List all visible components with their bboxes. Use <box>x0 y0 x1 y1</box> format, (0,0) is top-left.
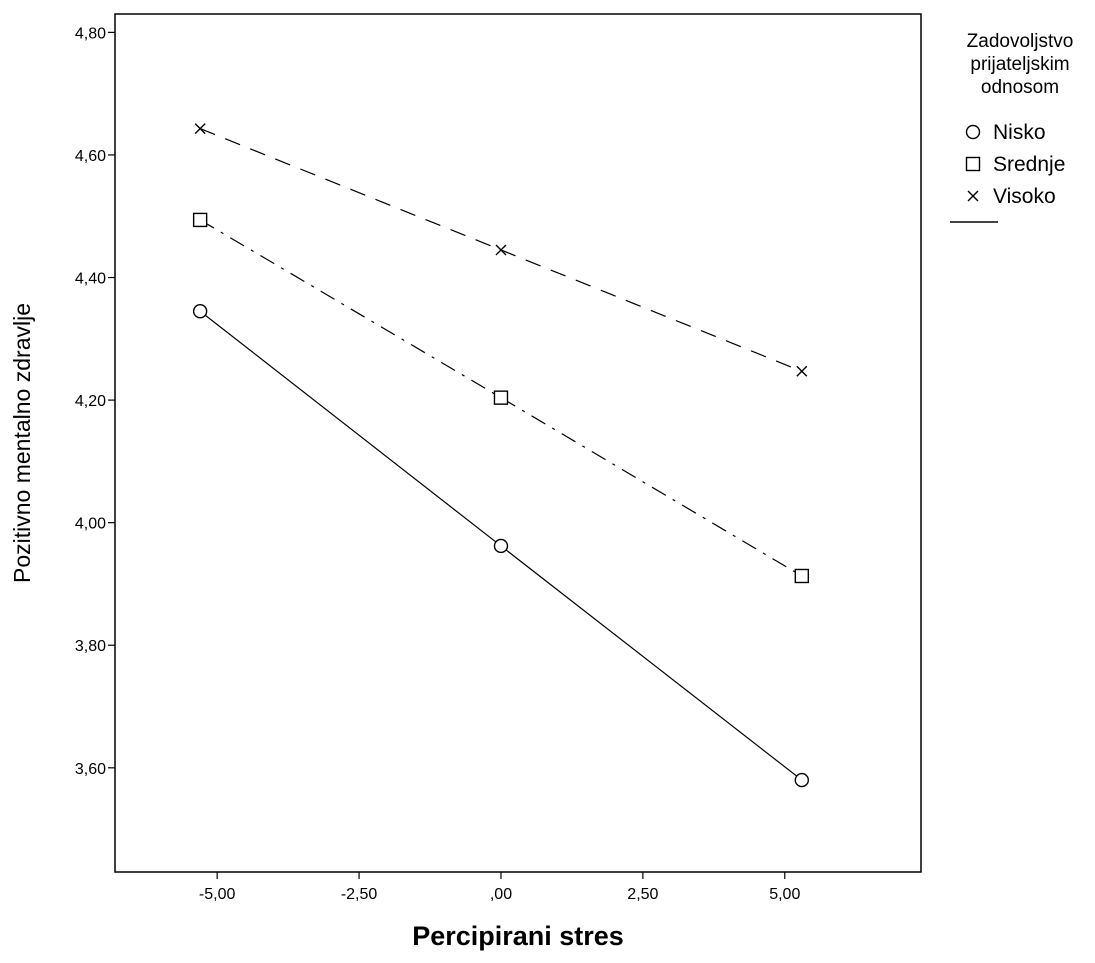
y-axis-label: Pozitivno mentalno zdravlje <box>9 303 35 583</box>
data-point-visoko <box>194 123 206 135</box>
axis-ticks: 3,60 3,80 4,00 4,20 4,40 4,60 4,80 -5,00 -2,50 ,0… <box>75 25 801 903</box>
legend-title: odnosom <box>981 77 1059 98</box>
series-nisko <box>192 304 810 788</box>
legend-title: Zadovoljstvo <box>967 31 1074 52</box>
series-layer <box>192 123 810 788</box>
plot-area <box>114 13 922 873</box>
data-point-nisko <box>794 772 810 788</box>
data-point-srednje <box>493 390 509 405</box>
data-point-srednje <box>794 568 810 584</box>
data-point-visoko <box>796 365 808 377</box>
y-tick-label: 4,80 <box>75 25 106 42</box>
x-tick-label: ,00 <box>490 886 512 903</box>
legend-label-srednje: Srednje <box>993 153 1065 176</box>
y-tick-label: 3,60 <box>75 761 106 778</box>
y-tick-label: 3,80 <box>75 638 106 655</box>
x-axis-label: Percipirani stres <box>412 921 624 951</box>
series-visoko <box>194 123 808 377</box>
y-tick-label: 4,60 <box>75 148 106 165</box>
series-line-srednje <box>199 219 803 577</box>
legend-marker-nisko <box>965 124 981 140</box>
legend-title: prijateljskim <box>970 54 1069 75</box>
y-tick-label: 4,00 <box>75 516 106 533</box>
y-tick-label: 4,20 <box>75 393 106 410</box>
x-tick-label: -5,00 <box>199 886 236 903</box>
data-point-visoko <box>495 244 507 256</box>
legend-label-visoko: Visoko <box>993 185 1056 208</box>
data-point-nisko <box>493 538 509 554</box>
data-point-srednje <box>192 212 208 228</box>
series-srednje <box>192 212 810 584</box>
x-tick-label: 5,00 <box>769 886 800 903</box>
y-tick-label: 4,40 <box>75 271 106 288</box>
legend-marker-visoko <box>967 190 979 202</box>
data-point-nisko <box>192 304 208 319</box>
x-tick-label: -2,50 <box>341 886 378 903</box>
x-tick-label: 2,50 <box>627 886 658 903</box>
legend-marker-srednje <box>965 156 981 172</box>
legend-label-nisko: Nisko <box>993 121 1046 144</box>
